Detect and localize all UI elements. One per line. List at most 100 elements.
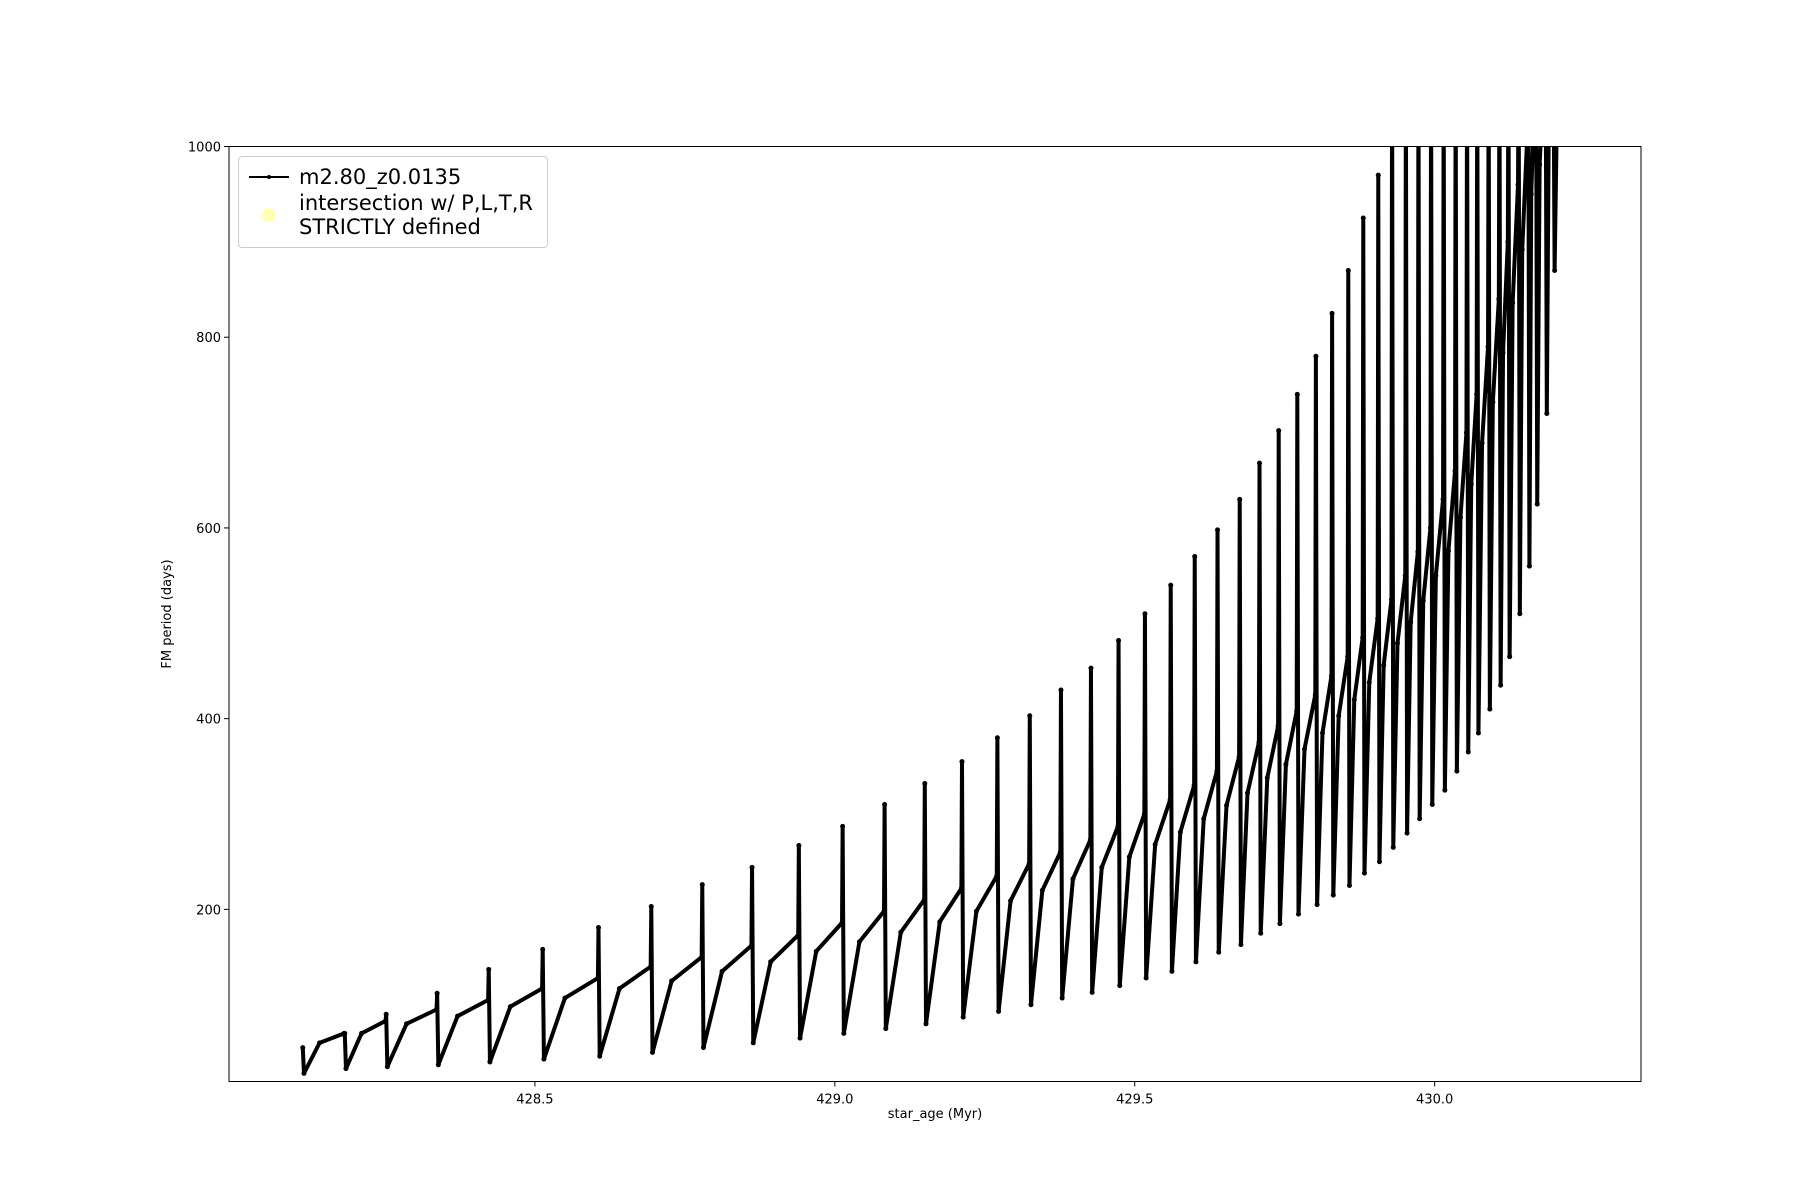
point bbox=[1528, 191, 1534, 197]
point bbox=[1479, 440, 1485, 446]
point bbox=[1546, 139, 1551, 144]
point bbox=[1330, 892, 1336, 898]
point bbox=[616, 986, 622, 992]
point bbox=[1381, 662, 1387, 668]
point bbox=[960, 1014, 966, 1020]
point bbox=[973, 908, 979, 914]
point bbox=[1312, 692, 1318, 698]
point bbox=[595, 924, 601, 930]
point bbox=[317, 1040, 323, 1046]
point bbox=[750, 1040, 756, 1046]
y-tick-label: 600 bbox=[196, 522, 221, 537]
point bbox=[1454, 768, 1460, 774]
point bbox=[1245, 790, 1251, 796]
point bbox=[300, 1045, 306, 1051]
point bbox=[1026, 861, 1032, 867]
point bbox=[434, 1007, 440, 1013]
point bbox=[1510, 300, 1516, 306]
point bbox=[1008, 898, 1014, 904]
point bbox=[1505, 239, 1511, 245]
point bbox=[1416, 49, 1421, 54]
point bbox=[1390, 49, 1395, 54]
point bbox=[1276, 428, 1282, 434]
axes-frame bbox=[228, 146, 1642, 1082]
point bbox=[1526, 49, 1531, 54]
point bbox=[1525, 125, 1530, 130]
point bbox=[700, 1045, 706, 1051]
point bbox=[1440, 496, 1446, 502]
point bbox=[435, 1062, 441, 1068]
point bbox=[434, 990, 440, 996]
point bbox=[648, 964, 654, 970]
point bbox=[1345, 267, 1351, 273]
point bbox=[1475, 49, 1480, 54]
point bbox=[1390, 844, 1396, 850]
x-axis-label: star_age (Myr) bbox=[888, 1107, 982, 1122]
point bbox=[1433, 573, 1439, 579]
point bbox=[1152, 842, 1158, 848]
point bbox=[1474, 391, 1480, 397]
point bbox=[1559, 49, 1564, 54]
point bbox=[1515, 182, 1521, 188]
point bbox=[748, 943, 754, 949]
point bbox=[1534, 49, 1539, 54]
point bbox=[301, 1070, 307, 1076]
point bbox=[1403, 49, 1408, 54]
point bbox=[1294, 391, 1300, 397]
point bbox=[1402, 573, 1408, 579]
point bbox=[342, 1030, 348, 1036]
point bbox=[1238, 942, 1244, 948]
point bbox=[1360, 215, 1366, 221]
point bbox=[1058, 687, 1064, 693]
point bbox=[1457, 514, 1463, 520]
point bbox=[1516, 49, 1521, 54]
point bbox=[795, 932, 801, 938]
point bbox=[1465, 49, 1470, 54]
point bbox=[669, 978, 675, 984]
point bbox=[937, 919, 943, 925]
point bbox=[1192, 554, 1198, 560]
point bbox=[1027, 713, 1033, 719]
point bbox=[1453, 49, 1458, 54]
point bbox=[959, 759, 965, 765]
point bbox=[1445, 548, 1451, 554]
point bbox=[1490, 399, 1496, 405]
point bbox=[1463, 430, 1469, 436]
legend-label: m2.80_z0.0135 bbox=[299, 165, 462, 189]
point bbox=[486, 966, 492, 972]
point bbox=[1360, 635, 1366, 641]
legend: m2.80_z0.0135 intersection w/ P,L,T,R STR… bbox=[238, 156, 548, 248]
point bbox=[1039, 887, 1045, 893]
point bbox=[958, 885, 964, 891]
point bbox=[404, 1021, 410, 1027]
point bbox=[768, 959, 774, 965]
point bbox=[1496, 296, 1502, 302]
point bbox=[649, 1049, 655, 1055]
x-tick-label: 429.5 bbox=[1116, 1093, 1153, 1108]
point bbox=[383, 1018, 389, 1024]
point bbox=[1415, 549, 1421, 555]
point bbox=[1258, 930, 1264, 936]
point bbox=[994, 735, 1000, 741]
point bbox=[1116, 637, 1122, 643]
point bbox=[1486, 49, 1491, 54]
point bbox=[1351, 697, 1357, 703]
point bbox=[1099, 864, 1105, 870]
legend-entry: m2.80_z0.0135 bbox=[239, 165, 547, 189]
point bbox=[1143, 975, 1149, 981]
point bbox=[1533, 68, 1538, 73]
point bbox=[922, 781, 928, 787]
x-tick-label: 429.0 bbox=[816, 1093, 853, 1108]
point bbox=[487, 1059, 493, 1065]
point bbox=[1404, 830, 1410, 836]
point bbox=[1452, 468, 1458, 474]
point bbox=[923, 1021, 929, 1027]
point bbox=[1427, 525, 1433, 531]
point bbox=[1441, 49, 1446, 54]
point bbox=[921, 897, 927, 903]
point bbox=[1059, 995, 1065, 1001]
point bbox=[1283, 761, 1289, 767]
point bbox=[994, 873, 1000, 879]
